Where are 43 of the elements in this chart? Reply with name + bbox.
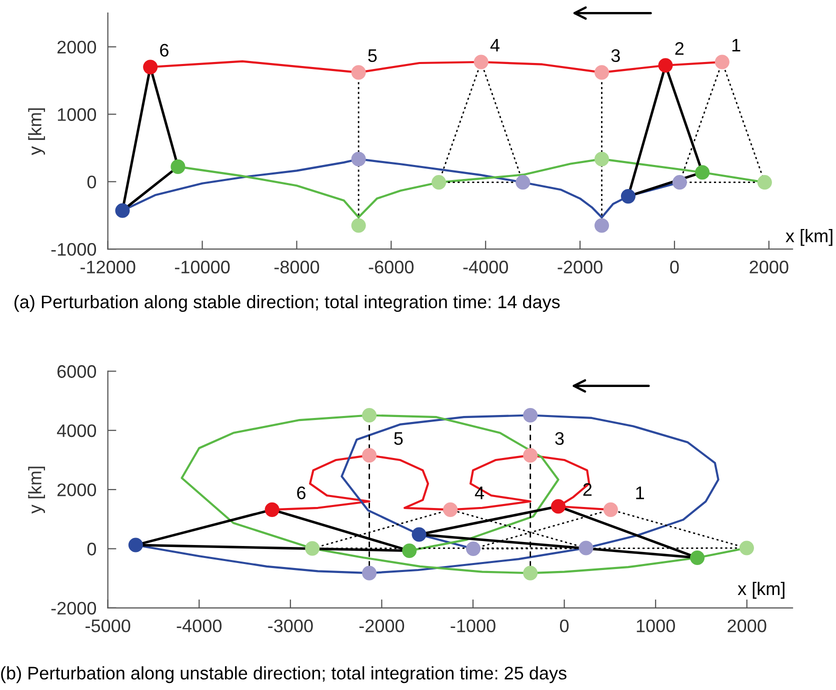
annotation: 3: [611, 49, 620, 62]
annotation: 4: [490, 38, 500, 52]
annotation: 5: [368, 49, 377, 62]
text: (b) Perturbation along unstable direction; total integration time: 25 days: [1, 666, 566, 684]
y-tick-label: -1000: [51, 243, 96, 256]
x-tick-label: -4000: [176, 619, 222, 632]
annotation: 6: [297, 486, 306, 500]
annotation: 2: [583, 483, 592, 496]
x-tick-label: -2000: [558, 260, 602, 274]
x-tick-label: -5000: [86, 619, 130, 632]
x-tick-label: 0: [670, 260, 679, 274]
x-tick-label: 2000: [750, 260, 788, 274]
x-tick-label: -3000: [268, 619, 313, 632]
y-tick-label: 4000: [56, 424, 96, 438]
x-tick-label: -1000: [450, 619, 496, 632]
y-axis-title: y [km]: [28, 108, 46, 156]
x-axis-title: x [km]: [738, 582, 784, 599]
annotation: 6: [160, 44, 168, 57]
annotation: 1: [732, 38, 740, 52]
x-tick-label: -4000: [463, 260, 508, 274]
annotation: 1: [636, 486, 644, 500]
x-tick-label: 2000: [728, 619, 766, 632]
x-tick-label: -12000: [80, 260, 136, 274]
y-tick-label: 2000: [57, 40, 96, 54]
y-tick-label: 2000: [57, 483, 96, 496]
y-tick-label: 6000: [57, 365, 96, 378]
x-tick-label: -2000: [359, 619, 404, 632]
x-tick-label: -6000: [368, 260, 414, 274]
y-tick-label: 1000: [58, 108, 96, 121]
x-tick-label: -10000: [174, 260, 230, 274]
x-tick-label: -8000: [274, 260, 320, 274]
annotation: 2: [675, 42, 684, 55]
annotation: 5: [394, 432, 403, 445]
text: (a) Perturbation along stable direction; total integration time: 14 days: [14, 295, 560, 312]
annotation: 4: [474, 486, 484, 500]
x-tick-label: 1000: [636, 619, 675, 632]
y-axis-title: y [km]: [28, 466, 46, 514]
y-tick-label: 0: [87, 176, 96, 188]
y-tick-label: 0: [87, 542, 96, 556]
annotation: 3: [555, 432, 564, 445]
x-tick-label: 0: [560, 619, 569, 632]
x-axis-title: x [km]: [786, 229, 832, 246]
y-tick-label: -2000: [51, 602, 96, 615]
